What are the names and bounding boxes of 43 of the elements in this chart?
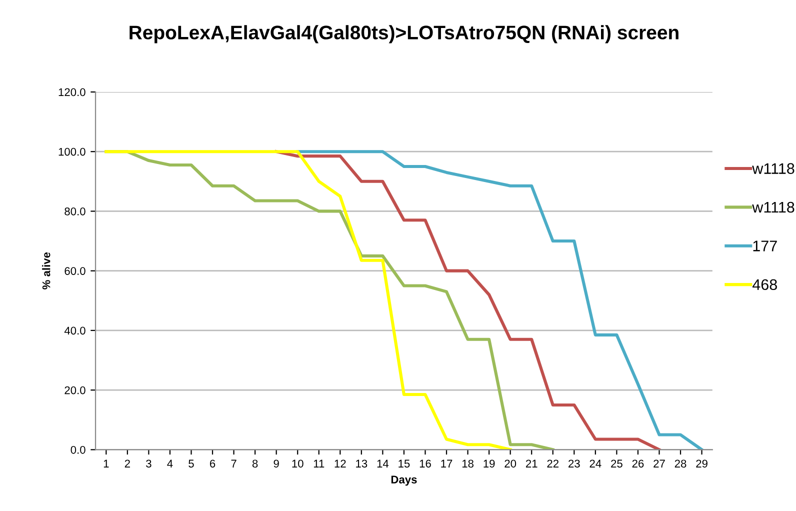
- x-tick-label: 18: [462, 460, 474, 468]
- y-tick-label: 60.0: [64, 267, 86, 275]
- x-tick-label: 22: [547, 460, 558, 468]
- x-tick-label: 21: [526, 460, 538, 468]
- legend-label: w1118: [752, 202, 794, 213]
- legend-label: 468: [752, 279, 777, 290]
- x-tick-label: 17: [441, 460, 452, 468]
- x-tick-label: 16: [420, 460, 431, 468]
- x-tick-label: 14: [377, 460, 389, 468]
- x-tick-label: 23: [568, 460, 580, 468]
- y-tick-label: 40.0: [64, 326, 86, 335]
- x-tick-label: 26: [632, 460, 644, 468]
- x-tick-label: 3: [146, 460, 152, 468]
- y-axis-title: % alive: [42, 252, 50, 290]
- x-tick-label: 15: [398, 460, 410, 468]
- x-tick-label: 24: [590, 460, 602, 468]
- y-tick-label: 120.0: [58, 88, 86, 96]
- x-tick-label: 1: [104, 460, 109, 468]
- x-tick-label: 6: [210, 460, 216, 468]
- y-tick-label: 80.0: [64, 207, 86, 216]
- x-axis-title: Days: [391, 476, 417, 486]
- x-tick-label: 13: [356, 460, 368, 468]
- y-tick-label: 100.0: [58, 148, 86, 156]
- legend-label: w1118: [752, 163, 794, 174]
- x-tick-label: 12: [334, 460, 346, 468]
- x-tick-label: 4: [167, 460, 173, 468]
- x-tick-label: 27: [654, 460, 665, 468]
- x-tick-label: 9: [274, 460, 279, 468]
- x-tick-label: 7: [231, 460, 236, 468]
- x-tick-label: 28: [674, 460, 686, 468]
- chart-title: RepoLexA,ElavGal4(Gal80ts)>LOTsAtro75QN (RNAi) screen: [130, 25, 678, 44]
- x-tick-label: 19: [484, 460, 495, 468]
- x-tick-label: 5: [188, 460, 194, 468]
- x-tick-label: 10: [292, 460, 304, 468]
- x-tick-label: 2: [124, 460, 130, 468]
- x-tick-label: 29: [696, 460, 708, 468]
- legend-label: 177: [753, 240, 777, 252]
- x-tick-label: 11: [314, 460, 324, 468]
- x-tick-label: 20: [504, 460, 516, 468]
- x-tick-label: 25: [611, 460, 622, 468]
- y-tick-label: 20.0: [64, 386, 86, 394]
- x-tick-label: 8: [252, 460, 258, 468]
- y-tick-label: 0.0: [70, 446, 86, 454]
